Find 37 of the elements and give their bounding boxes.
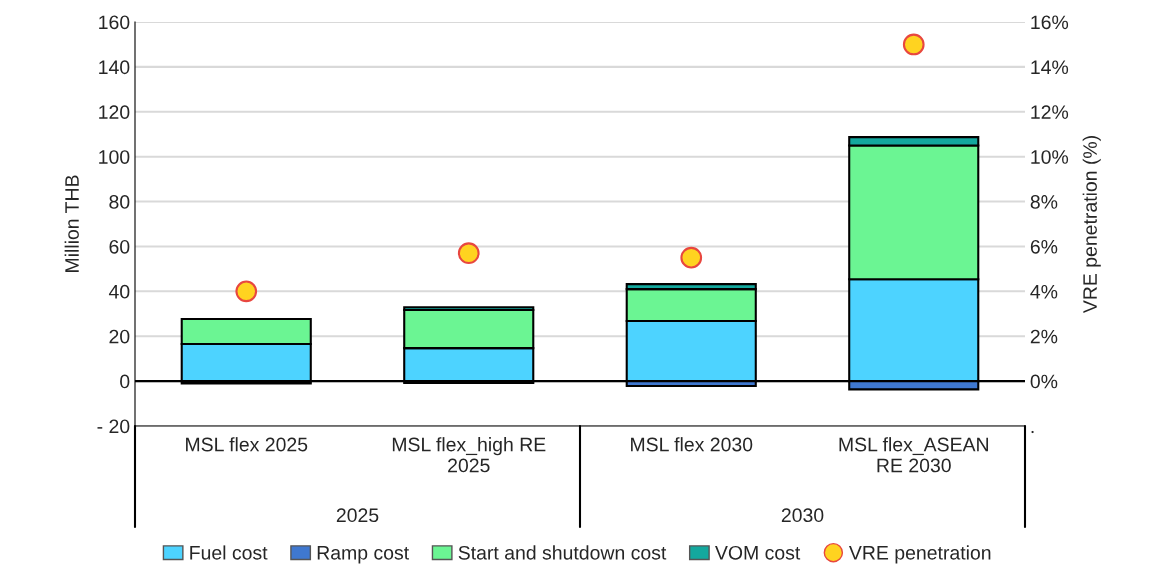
y2-tick-label: 10% bbox=[1031, 150, 1069, 164]
legend-label: Start and shutdown cost bbox=[458, 545, 667, 560]
y2-tick-label: 0% bbox=[1030, 374, 1058, 389]
y2-tick-label: 4% bbox=[1030, 284, 1058, 299]
point bbox=[235, 280, 258, 303]
y-tick-label: - 20 bbox=[97, 419, 130, 434]
y2-tick-label: 14% bbox=[1031, 60, 1069, 75]
point bbox=[457, 242, 480, 265]
y2-tick-label: . bbox=[1031, 430, 1034, 434]
y2-axis-title: VRE penetration (%) bbox=[1082, 136, 1101, 314]
y-tick-label: 100 bbox=[99, 150, 130, 164]
y-tick-label: 120 bbox=[99, 105, 130, 120]
y-tick-label: 140 bbox=[99, 60, 130, 75]
point bbox=[902, 33, 925, 56]
text: 2025 bbox=[336, 508, 379, 523]
legend-label: VOM cost bbox=[715, 545, 801, 560]
y-tick-label: 20 bbox=[109, 329, 130, 344]
x-tick-label: MSL flex_ASEAN RE 2030 bbox=[839, 437, 988, 473]
x-tick-label: MSL flex 2030 bbox=[631, 437, 753, 452]
y2-tick-label: 8% bbox=[1030, 195, 1058, 209]
point bbox=[680, 246, 703, 269]
x-tick-label: MSL flex 2025 bbox=[186, 437, 308, 452]
y-tick-label: 60 bbox=[109, 239, 130, 254]
legend-label: VRE penetration bbox=[848, 545, 991, 564]
y2-tick-label: 12% bbox=[1031, 105, 1069, 119]
legend-label: Fuel cost bbox=[190, 545, 268, 560]
text: 2030 bbox=[781, 508, 824, 523]
y2-tick-label: 6% bbox=[1030, 239, 1058, 254]
y-tick-label: 40 bbox=[108, 284, 130, 299]
legend-label: Ramp cost bbox=[317, 546, 409, 564]
y-axis-title: Million THB bbox=[64, 175, 79, 272]
y-tick-label: 0 bbox=[120, 374, 130, 389]
y2-tick-label: 2% bbox=[1030, 329, 1058, 344]
y2-tick-label: 16% bbox=[1031, 15, 1069, 30]
x-tick-label: MSL flex_high RE 2025 bbox=[392, 437, 546, 473]
y-tick-label: 160 bbox=[99, 15, 130, 30]
y-tick-label: 80 bbox=[109, 195, 130, 209]
